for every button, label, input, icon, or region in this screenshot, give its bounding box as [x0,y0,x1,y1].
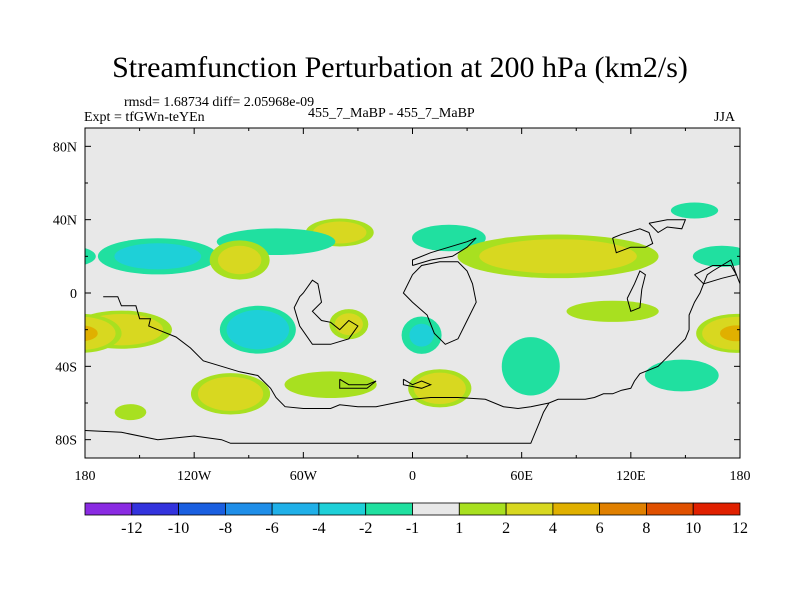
coastline-2 [293,279,359,345]
colorbar-swatch [646,502,694,516]
anomaly-19 [114,404,147,421]
anomaly-3 [209,240,270,280]
colorbar-label: 12 [732,520,748,537]
colorbar-label: 4 [549,520,557,537]
colorbar-swatch [412,502,460,516]
anomaly-layer [85,202,740,421]
chart-title: Streamfunction Perturbation at 200 hPa (… [112,51,688,84]
anomaly-contour [479,239,637,274]
colorbar-swatch [178,502,226,516]
anomaly-10 [408,369,472,408]
colorbar-swatch [599,502,647,516]
coastline-0 [103,259,740,410]
colorbar-swatch [131,502,180,516]
anomaly-5 [219,305,296,354]
colorbar-swatch [224,502,273,516]
colorbar-label: -2 [359,520,372,537]
anomaly-contour [644,359,719,392]
anomaly-contour [85,316,116,350]
colorbar-swatch [505,502,554,516]
coastline-9 [648,219,687,234]
y-tick-label: 80N [53,140,77,155]
colorbar-label: -4 [312,520,325,537]
experiment-label: Expt = tfGWn-teYEn [84,110,205,125]
colorbar-swatch [365,502,413,516]
colorbar-label: 8 [642,520,650,537]
colorbar: -12 -10 -8 -6 -4 -2 -1 1 2 4 6 8 10 12 [84,502,748,537]
anomaly-contour [114,404,147,421]
x-tick-label: 120E [616,469,646,484]
anomaly-contour [413,372,466,405]
y-tick-label: 0 [70,287,77,302]
coastline-4 [412,237,477,266]
anomaly-contour [670,202,719,219]
coastline-10 [694,265,738,285]
colorbar-swatch [271,502,320,516]
center-label: 455_7_MaBP - 455_7_MaBP [308,106,475,121]
colorbar-label: 10 [685,520,701,537]
colorbar-swatch [318,502,367,516]
anomaly-contour [692,245,740,267]
colorbar-label: 1 [455,520,463,537]
anomaly-contour [197,376,264,411]
colorbar-label: 2 [502,520,510,537]
anomaly-contour [409,323,434,347]
anomaly-contour [734,322,740,338]
stats-line: rmsd= 1.68734 diff= 2.05968e-09 [124,95,315,110]
anomaly-contour [85,325,98,342]
coastline-7 [612,228,654,254]
colorbar-label: -12 [121,520,142,537]
anomaly-13 [644,359,719,392]
colorbar-swatch [692,502,741,516]
colorbar-swatch [458,502,507,516]
coastline-6 [402,378,433,389]
y-tick-label: 40S [55,360,77,375]
coastline-5 [339,378,377,389]
season-label: JJA [714,110,736,125]
y-tick-label: 40N [53,214,77,229]
colorbar-swatch [552,502,601,516]
y-axis: 80N 40N 0 40S 80S [53,140,740,449]
map-background [85,128,740,458]
anomaly-12 [566,300,659,322]
anomaly-16 [457,234,659,279]
x-tick-label: 60E [510,469,533,484]
anomaly-11 [501,337,560,396]
anomaly-9 [284,371,377,398]
coastline-1 [85,402,550,444]
anomaly-contour [566,300,659,322]
colorbar-label: -10 [168,520,189,537]
anomaly-contour [501,337,560,396]
anomaly-2 [97,238,218,275]
coastline-8 [626,270,646,312]
y-tick-label: 80S [55,434,77,449]
anomaly-contour [85,248,96,265]
colorbar-label: -8 [219,520,232,537]
colorbar-label: -1 [406,520,419,537]
coastline-3 [402,261,477,345]
colorbar-label: 6 [596,520,604,537]
anomaly-contour [226,309,290,350]
colorbar-swatch [84,502,133,516]
anomaly-contour [334,313,363,336]
colorbar-label: -6 [265,520,278,537]
x-tick-label: 180 [730,469,751,484]
anomaly-8 [190,373,271,415]
anomaly-contour [114,243,202,270]
anomaly-6 [329,309,369,340]
x-tick-label: 0 [409,469,416,484]
x-tick-label: 120W [177,469,212,484]
x-tick-label: 180 [75,469,96,484]
anomaly-14 [85,313,740,353]
anomaly-contour [284,371,377,398]
anomaly-17 [670,202,719,219]
x-axis: 180 120W 60W 0 60E 120E 180 [75,128,751,484]
coastline-layer [85,219,740,444]
x-tick-label: 60W [290,469,318,484]
anomaly-contour [719,325,740,342]
anomaly-contour [217,245,262,275]
anomaly-15 [411,224,486,252]
anomaly-contour [411,224,486,252]
